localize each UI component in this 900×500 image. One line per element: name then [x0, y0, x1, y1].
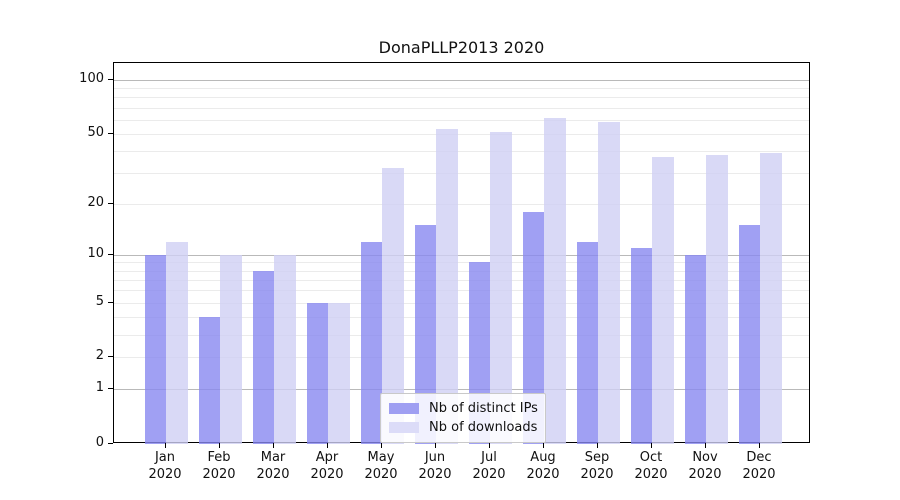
gridline-y-100	[114, 80, 809, 81]
gridline-y-20	[114, 204, 809, 205]
bar-downloads-Dec	[760, 152, 782, 444]
gridline-y-10	[114, 255, 809, 256]
bar-downloads-Jun	[436, 129, 458, 444]
bar-distinct-ips-Feb	[198, 317, 220, 444]
x-tick-label-Aug: Aug 2020	[526, 450, 560, 482]
legend-swatch-downloads	[389, 422, 419, 433]
legend-item-downloads: Nb of downloads	[389, 418, 537, 437]
legend-label-downloads: Nb of downloads	[429, 420, 538, 435]
x-tick-label-Nov: Nov 2020	[688, 450, 722, 482]
plot-area: Nb of distinct IPs Nb of downloads	[113, 62, 810, 444]
y-tick-mark-10	[108, 254, 113, 255]
y-tick-label-20: 20	[87, 195, 104, 210]
bar-distinct-ips-Mar	[252, 270, 274, 444]
x-tick-mark-Jul	[489, 443, 490, 448]
legend-label-distinct-ips: Nb of distinct IPs	[429, 401, 538, 416]
gridline-y-8	[114, 271, 809, 272]
x-tick-label-Oct: Oct 2020	[634, 450, 668, 482]
x-tick-label-Mar: Mar 2020	[256, 450, 290, 482]
x-tick-label-Feb: Feb 2020	[202, 450, 236, 482]
bar-distinct-ips-Apr	[306, 302, 328, 444]
x-tick-label-Dec: Dec 2020	[742, 450, 776, 482]
x-tick-label-May: May 2020	[364, 450, 398, 482]
x-tick-mark-Mar	[273, 443, 274, 448]
x-tick-mark-Aug	[543, 443, 544, 448]
y-tick-label-2: 2	[95, 348, 104, 363]
x-tick-label-Apr: Apr 2020	[310, 450, 344, 482]
gridline-y-40	[114, 151, 809, 152]
gridline-y-9	[114, 262, 809, 263]
bar-downloads-May	[382, 168, 404, 444]
y-tick-label-50: 50	[87, 125, 104, 140]
bar-distinct-ips-Jan	[144, 254, 166, 444]
chart-title: DonaPLLP2013 2020	[378, 38, 545, 57]
gridline-y-80	[114, 97, 809, 98]
bar-distinct-ips-May	[360, 241, 382, 444]
x-tick-mark-Oct	[651, 443, 652, 448]
bar-downloads-Oct	[652, 156, 674, 444]
bar-downloads-Jan	[166, 241, 188, 444]
bar-distinct-ips-Aug	[522, 211, 544, 444]
y-tick-label-5: 5	[95, 294, 104, 309]
x-tick-mark-Sep	[597, 443, 598, 448]
y-tick-mark-20	[108, 203, 113, 204]
x-tick-mark-Jan	[165, 443, 166, 448]
x-tick-mark-May	[381, 443, 382, 448]
bar-downloads-Mar	[274, 254, 296, 444]
gridline-y-1	[114, 389, 809, 390]
x-tick-label-Jul: Jul 2020	[472, 450, 506, 482]
x-tick-mark-Jun	[435, 443, 436, 448]
bar-downloads-Feb	[220, 254, 242, 444]
x-tick-label-Jan: Jan 2020	[148, 450, 182, 482]
gridline-y-70	[114, 108, 809, 109]
bar-downloads-Aug	[544, 118, 566, 444]
legend: Nb of distinct IPs Nb of downloads	[380, 393, 546, 443]
y-tick-mark-50	[108, 133, 113, 134]
gridline-y-5	[114, 303, 809, 304]
bar-distinct-ips-Jun	[414, 225, 436, 444]
y-tick-mark-0	[108, 443, 113, 444]
y-tick-mark-5	[108, 302, 113, 303]
gridline-y-3	[114, 335, 809, 336]
bar-downloads-Nov	[706, 154, 728, 444]
bar-distinct-ips-Nov	[684, 254, 706, 444]
x-tick-mark-Apr	[327, 443, 328, 448]
y-tick-label-0: 0	[95, 435, 104, 450]
x-tick-label-Jun: Jun 2020	[418, 450, 452, 482]
x-tick-mark-Feb	[219, 443, 220, 448]
gridline-y-4	[114, 317, 809, 318]
y-tick-label-10: 10	[87, 246, 104, 261]
bar-distinct-ips-Sep	[576, 241, 598, 444]
bar-distinct-ips-Oct	[630, 247, 652, 444]
gridline-y-90	[114, 88, 809, 89]
legend-item-distinct-ips: Nb of distinct IPs	[389, 399, 538, 418]
gridline-y-50	[114, 134, 809, 135]
bar-downloads-Apr	[328, 302, 350, 444]
bar-distinct-ips-Dec	[738, 225, 760, 444]
gridline-y-2	[114, 357, 809, 358]
y-tick-mark-2	[108, 356, 113, 357]
gridline-y-7	[114, 280, 809, 281]
y-tick-label-1: 1	[95, 380, 104, 395]
bar-downloads-Jul	[490, 132, 512, 444]
y-tick-label-100: 100	[79, 71, 104, 86]
bar-downloads-Sep	[598, 122, 620, 444]
x-tick-label-Sep: Sep 2020	[580, 450, 614, 482]
gridline-y-30	[114, 173, 809, 174]
y-tick-mark-100	[108, 79, 113, 80]
y-tick-mark-1	[108, 388, 113, 389]
legend-swatch-distinct-ips	[389, 403, 419, 414]
gridline-y-6	[114, 290, 809, 291]
x-tick-mark-Nov	[705, 443, 706, 448]
gridline-y-60	[114, 120, 809, 121]
x-tick-mark-Dec	[759, 443, 760, 448]
